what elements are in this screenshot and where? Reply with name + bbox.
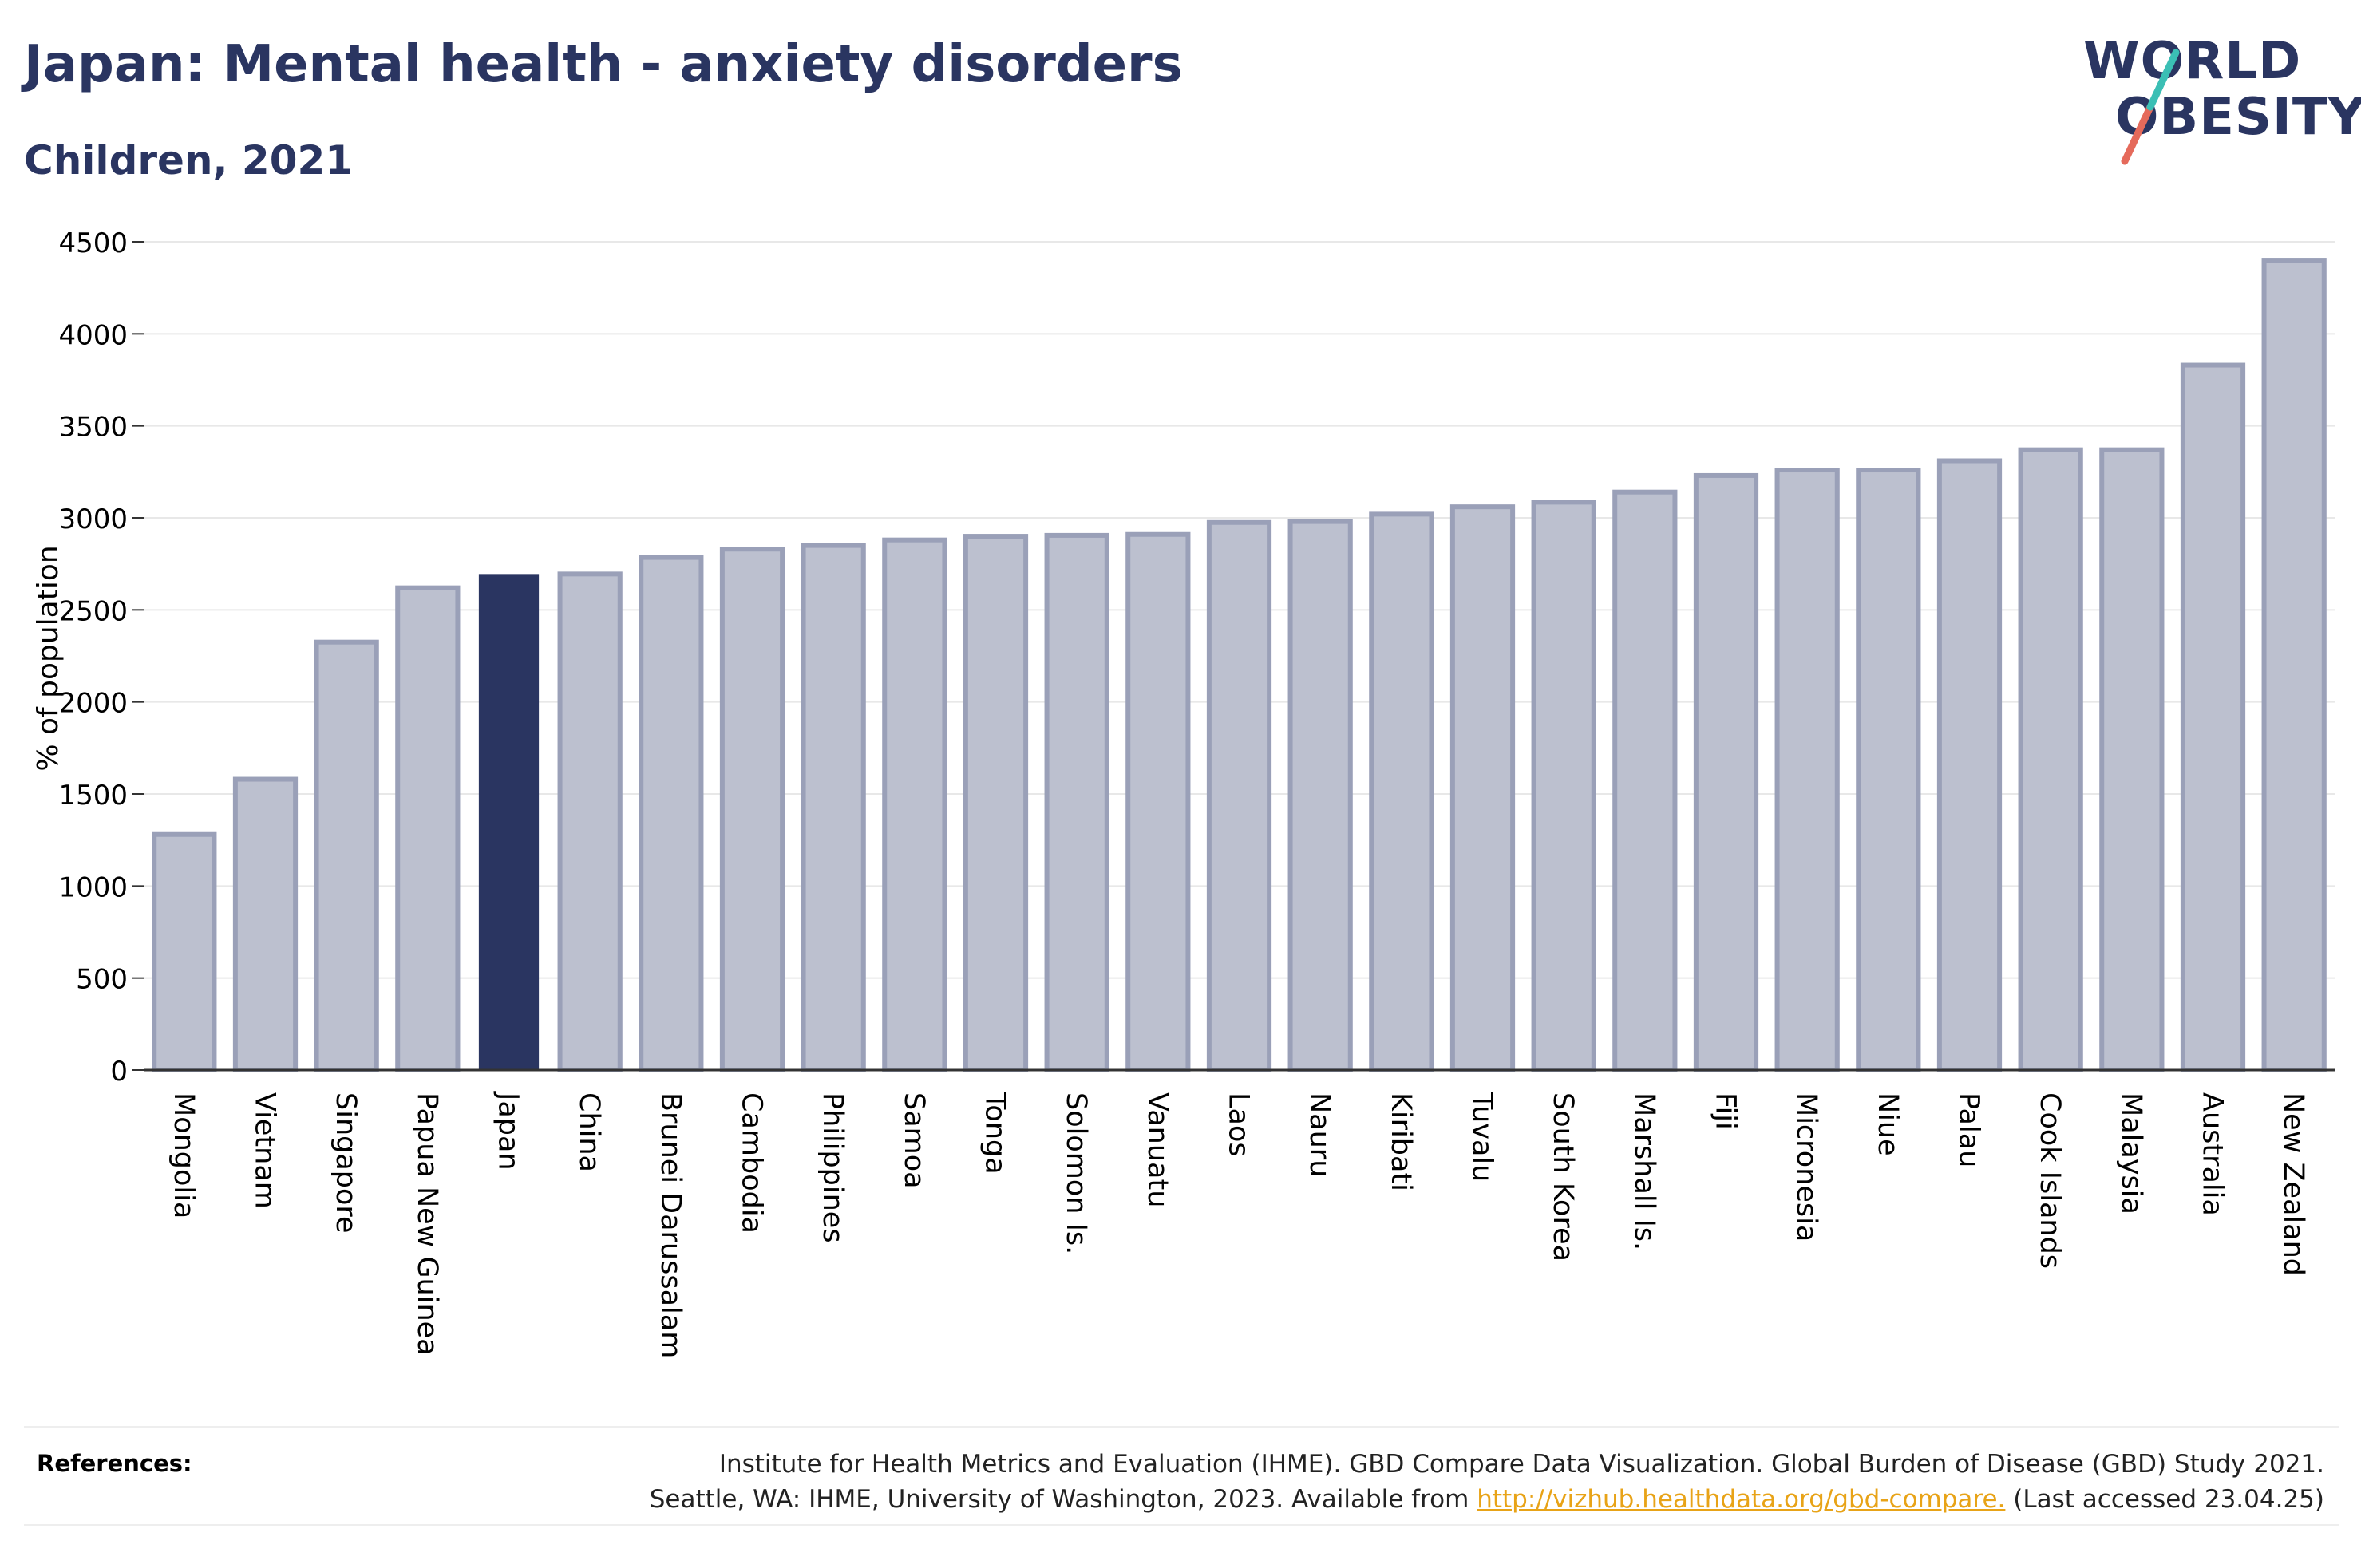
bar-new-zealand <box>2261 258 2327 1073</box>
y-tick-label: 2000 <box>58 688 128 720</box>
y-tick-label: 3000 <box>58 504 128 535</box>
y-axis-title: % of population <box>32 545 65 771</box>
x-tick-label: Marshall Is. <box>1628 1092 1660 1250</box>
x-tick-label: Australia <box>2197 1092 2229 1216</box>
bar-south-korea <box>1531 500 1596 1072</box>
bar-tuvalu <box>1449 504 1516 1072</box>
x-tick-label: Laos <box>1223 1092 1255 1157</box>
y-tick-label: 500 <box>76 964 128 996</box>
y-tick-label: 3500 <box>58 412 128 444</box>
bar-cook-islands <box>2018 447 2083 1072</box>
bar-japan <box>478 574 540 1070</box>
chart-title: Japan: Mental health - anxiety disorders <box>24 35 1183 94</box>
reference-line-1: Institute for Health Metrics and Evaluat… <box>718 1450 2324 1479</box>
references-bottom-divider <box>24 1524 2339 1526</box>
bar-micronesia <box>1774 468 1840 1072</box>
y-tick-label: 4000 <box>58 319 128 351</box>
x-tick-label: Brunei Darussalam <box>655 1092 686 1358</box>
x-tick-label: South Korea <box>1547 1092 1579 1262</box>
x-tick-label: Mongolia <box>168 1092 200 1218</box>
world-obesity-logo: WORLD OBESITY <box>2083 32 2361 176</box>
x-tick-label: Palau <box>1953 1092 1985 1167</box>
bar-philippines <box>801 543 866 1072</box>
bar-kiribati <box>1369 511 1434 1072</box>
bar-brunei-darussalam <box>639 555 704 1072</box>
bar-marshall-is <box>1612 489 1678 1072</box>
bar-tonga <box>963 534 1029 1072</box>
bar-laos <box>1206 519 1272 1072</box>
x-tick-label: Papua New Guinea <box>411 1092 443 1356</box>
x-tick-label: China <box>573 1092 605 1172</box>
y-tick-label: 0 <box>110 1056 128 1088</box>
x-tick-label: Tonga <box>979 1092 1011 1175</box>
y-tick-label: 4500 <box>58 227 128 259</box>
bar-nauru <box>1287 519 1353 1072</box>
x-tick-label: Solomon Is. <box>1060 1092 1092 1254</box>
x-tick-label: Vanuatu <box>1141 1092 1173 1207</box>
axes: 0 500 1000 1500 2000 2500 3000 3500 4000 4500 Mong… <box>58 227 2335 1358</box>
bar-papua-new-guinea <box>395 585 461 1072</box>
bars <box>152 258 2327 1073</box>
bar-samoa <box>882 537 947 1072</box>
reference-line-2-suffix: (Last accessed 23.04.25) <box>2005 1485 2324 1514</box>
bar-malaysia <box>2099 447 2165 1072</box>
bar-vanuatu <box>1125 531 1191 1072</box>
x-tick-label: Nauru <box>1303 1092 1335 1177</box>
y-tick-label: 2500 <box>58 595 128 627</box>
x-tick-label: Fiji <box>1710 1092 1742 1130</box>
bar-chart: 0 500 1000 1500 2000 2500 3000 3500 4000 4500 Mong… <box>32 227 2335 1358</box>
x-tick-label: Samoa <box>898 1092 930 1189</box>
bar-niue <box>1856 468 1921 1072</box>
x-tick-label: Cook Islands <box>2034 1092 2066 1269</box>
x-tick-label: Japan <box>492 1091 524 1171</box>
references-top-divider <box>24 1426 2339 1428</box>
x-tick-label: New Zealand <box>2277 1092 2309 1276</box>
bar-palau <box>1936 458 2003 1072</box>
reference-link[interactable]: http://vizhub.healthdata.org/gbd-compare… <box>1477 1485 2006 1514</box>
logo-word-world: WORLD <box>2083 32 2302 91</box>
logo-slash-icon <box>2121 49 2180 165</box>
x-tick-label: Philippines <box>817 1092 848 1243</box>
x-tick-label: Singapore <box>330 1092 362 1234</box>
bar-australia <box>2180 362 2246 1072</box>
x-tick-label: Tuvalu <box>1466 1092 1498 1182</box>
bar-vietnam <box>232 776 299 1073</box>
bar-china <box>557 571 623 1072</box>
x-tick-label: Niue <box>1872 1092 1904 1156</box>
reference-line-2: Seattle, WA: IHME, University of Washing… <box>409 1482 2324 1517</box>
x-tick-label: Vietnam <box>249 1092 281 1209</box>
reference-line-2-prefix: Seattle, WA: IHME, University of Washing… <box>649 1485 1477 1514</box>
x-tick-label: Cambodia <box>736 1092 768 1234</box>
chart-subtitle: Children, 2021 <box>24 137 354 184</box>
y-tick-label: 1500 <box>58 780 128 812</box>
references-text: Institute for Health Metrics and Evaluat… <box>409 1447 2324 1517</box>
references-label: References: <box>37 1450 192 1477</box>
x-tick-label: Kiribati <box>1385 1092 1417 1191</box>
bar-cambodia <box>719 547 785 1072</box>
bar-solomon-is <box>1044 532 1109 1072</box>
bar-mongolia <box>152 831 217 1073</box>
bar-singapore <box>314 639 379 1072</box>
bar-fiji <box>1693 472 1759 1072</box>
x-tick-label: Malaysia <box>2115 1092 2147 1215</box>
x-tick-label: Micronesia <box>1790 1092 1822 1242</box>
y-tick-label: 1000 <box>58 871 128 903</box>
